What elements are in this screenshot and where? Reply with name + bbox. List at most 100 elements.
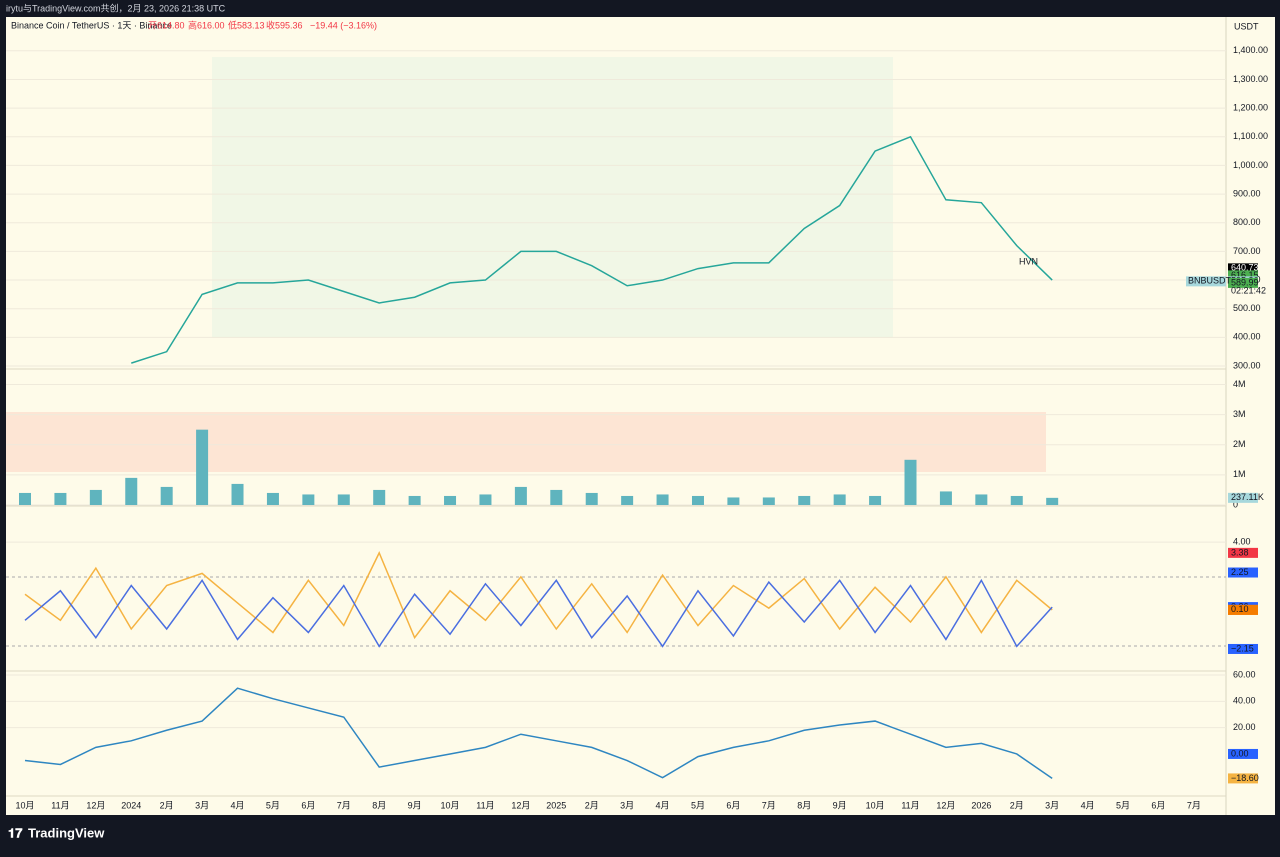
price-tag [1228, 270, 1258, 281]
annotation: HVN [1019, 256, 1038, 266]
high: 高616.00 [188, 19, 225, 30]
x-tick-label: 10月 [15, 800, 34, 810]
x-tick-label: 2月 [585, 800, 599, 810]
price-tag [1228, 748, 1258, 759]
bar [89, 489, 102, 505]
y-tick-label: 1,200.00 [1233, 102, 1268, 112]
x-tick-label: 2月 [160, 800, 174, 810]
price-tag-label: −2.15 [1231, 643, 1254, 653]
price-tag-label: 616.15 [1231, 270, 1259, 280]
x-tick-label: 5月 [266, 800, 280, 810]
bar [196, 429, 209, 505]
brand-logo: 𝟏𝟕 [8, 825, 23, 840]
y-tick-label: 2M [1233, 439, 1246, 449]
x-tick-label: 3月 [195, 800, 209, 810]
x-tick-label: 6月 [1151, 800, 1165, 810]
bar [54, 492, 67, 505]
y-tick-label: 3M [1233, 409, 1246, 419]
price-tag-label: 640.73 [1231, 263, 1259, 273]
price-tag-label: 0.00 [1231, 748, 1249, 758]
x-tick-label: 12月 [511, 800, 530, 810]
open: 开614.80 [148, 20, 185, 30]
bar [1010, 495, 1023, 505]
bar [585, 492, 598, 505]
bar [656, 494, 669, 505]
bar [833, 494, 846, 505]
y-tick-label: 4M [1233, 379, 1246, 389]
brand: TradingView [28, 825, 105, 840]
x-tick-label: 9月 [833, 800, 847, 810]
y-tick-label: 400.00 [1233, 332, 1261, 342]
currency: USDT [1234, 21, 1259, 31]
bar [1046, 497, 1059, 505]
countdown: 02:21:42 [1231, 286, 1266, 296]
x-tick-label: 4月 [231, 800, 245, 810]
range-shade [212, 57, 893, 338]
x-tick-label: 3月 [620, 800, 634, 810]
y-tick-label: 900.00 [1233, 188, 1261, 198]
x-tick-label: 2026 [971, 800, 991, 810]
x-tick-label: 8月 [797, 800, 811, 810]
bar [444, 495, 457, 505]
bar [231, 483, 244, 505]
y-tick-label: 500.00 [1233, 303, 1261, 313]
y-tick-label: 20.00 [1233, 722, 1256, 732]
y-tick-label: 300.00 [1233, 360, 1261, 370]
y-tick-label: 1,100.00 [1233, 131, 1268, 141]
symbol: Binance Coin / TetherUS · 1天 · Binance [11, 20, 172, 30]
bar [727, 497, 740, 505]
x-tick-label: 8月 [372, 800, 386, 810]
series-line [131, 135, 1053, 364]
bar [302, 494, 315, 505]
x-tick-label: 11月 [901, 800, 919, 810]
low: 低583.13 [228, 19, 265, 30]
close: 收595.36 [266, 19, 303, 30]
price-tag [1228, 773, 1258, 784]
bar [939, 491, 952, 505]
x-tick-label: 10月 [441, 800, 460, 810]
bar [550, 489, 563, 505]
price-tag [1228, 567, 1258, 578]
y-tick-label: 1M [1233, 469, 1246, 479]
x-tick-label: 6月 [726, 800, 740, 810]
y-tick-label: 1,400.00 [1233, 45, 1268, 55]
bar [621, 495, 634, 505]
x-tick-label: 7月 [762, 800, 776, 810]
price-tag-label: −18.60 [1231, 773, 1259, 783]
price-tag [1228, 643, 1258, 654]
y-tick-label: 1,000.00 [1233, 160, 1268, 170]
x-tick-label: 7月 [1187, 800, 1201, 810]
x-tick-label: 9月 [408, 800, 422, 810]
y-tick-label: 4.00 [1233, 536, 1251, 546]
bar [266, 492, 279, 505]
symbol-tag-bg [1186, 276, 1226, 287]
bar [479, 494, 492, 505]
x-tick-label: 2024 [121, 800, 141, 810]
bar [762, 497, 775, 505]
bar [373, 489, 386, 505]
x-tick-label: 10月 [866, 800, 885, 810]
y-tick-label: 700.00 [1233, 246, 1261, 256]
series-line [24, 687, 1053, 780]
bar [869, 495, 882, 505]
share-line: irytu与TradingView.com共创，2月 23, 2026 21:3… [6, 2, 226, 13]
x-tick-label: 2月 [1010, 800, 1024, 810]
price-tag [1228, 492, 1258, 503]
price-tag-label: 589.99 [1231, 277, 1259, 287]
bar [691, 495, 704, 505]
y-tick-label: 800.00 [1233, 217, 1261, 227]
bar [160, 486, 173, 505]
y-tick-label: 1,300.00 [1233, 74, 1268, 84]
symbol-tag: BNBUSDT [1188, 276, 1232, 286]
y-tick-label: 0 [1233, 499, 1238, 509]
x-tick-label: 3月 [1045, 800, 1059, 810]
price-tag-label: 2.25 [1231, 567, 1249, 577]
x-tick-label: 4月 [1081, 800, 1095, 810]
bar [408, 495, 421, 505]
bar [125, 477, 138, 505]
y-tick-label: 60.00 [1233, 669, 1256, 679]
vol-band [6, 412, 1046, 472]
x-tick-label: 11月 [51, 800, 69, 810]
